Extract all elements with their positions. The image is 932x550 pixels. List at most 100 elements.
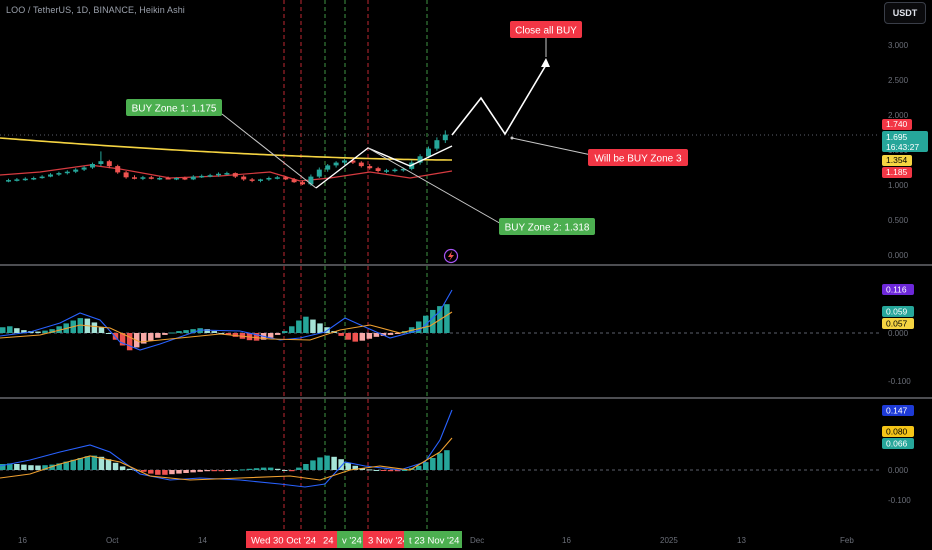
histogram-bar — [282, 470, 288, 471]
histogram-bar — [444, 450, 450, 470]
osc-tick: -0.100 — [888, 496, 911, 505]
histogram-bar — [70, 459, 76, 470]
candle-body — [115, 166, 121, 173]
badge-countdown: 16:43:27 — [886, 142, 919, 152]
candle-body — [417, 156, 423, 163]
histogram-bar — [204, 329, 210, 333]
time-tick: 2025 — [660, 536, 678, 545]
histogram-bar — [260, 467, 267, 470]
histogram-bar — [126, 333, 133, 351]
osc2-badge-1: 0.147 — [886, 406, 908, 416]
osc2-badge-2-bg — [882, 426, 914, 437]
histogram-bar — [56, 326, 62, 333]
histogram-bar — [211, 470, 217, 472]
candle-body — [400, 168, 406, 171]
histogram-bar — [133, 470, 140, 471]
candle-body — [392, 169, 398, 172]
close-all-label: Close all BUY — [515, 26, 577, 37]
histogram-bar — [148, 333, 154, 341]
histogram-bar — [190, 470, 196, 473]
lightning-icon — [443, 248, 459, 264]
time-tick: 16 — [562, 536, 571, 545]
histogram-bar — [437, 453, 443, 470]
histogram-bar — [394, 333, 401, 334]
histogram-bar — [267, 467, 274, 470]
time-marker-label: 3 Nov '24 — [368, 536, 408, 547]
histogram-bar — [296, 320, 302, 333]
time-marker-bg — [363, 531, 405, 548]
currency-button[interactable]: USDT — [884, 2, 926, 24]
candle-body — [148, 177, 154, 179]
histogram-bar — [380, 470, 387, 471]
badge-ma-upper-bg — [882, 119, 912, 130]
osc2-badge-2: 0.080 — [886, 427, 908, 437]
zone2-label-bg — [499, 218, 595, 235]
histogram-bar — [387, 470, 394, 472]
histogram-bar — [387, 333, 394, 335]
candle-body — [81, 167, 87, 170]
histogram-bar — [303, 316, 309, 333]
candle-body — [241, 176, 247, 180]
histogram-bar — [112, 462, 119, 470]
osc-tick: -0.100 — [888, 377, 911, 386]
histogram-bar — [91, 322, 98, 333]
histogram-bar — [282, 331, 288, 333]
osc1-badge-1-bg — [882, 284, 914, 295]
histogram-bar — [0, 327, 6, 333]
vertical-markers — [283, 0, 428, 530]
histogram-bar — [232, 333, 239, 337]
price-tick: 0.500 — [888, 216, 909, 225]
zone1-label: BUY Zone 1: 1.175 — [132, 104, 217, 115]
histogram-bar — [197, 470, 203, 472]
candle-body — [165, 178, 171, 180]
candle-body — [358, 162, 364, 167]
candle-body — [90, 164, 95, 168]
histogram-bar — [232, 470, 239, 471]
candle-body — [39, 176, 45, 179]
candle-body — [48, 174, 53, 177]
time-tick: 13 — [737, 536, 746, 545]
lightning-bolt — [448, 251, 454, 261]
histogram-bar — [7, 463, 13, 470]
histogram-bar — [274, 333, 281, 335]
candle-body — [384, 170, 389, 172]
time-marker-label: Wed 30 Oct '24 — [251, 536, 316, 547]
candle-body — [14, 179, 20, 181]
histogram-bar — [310, 319, 316, 333]
histogram-bar — [296, 467, 302, 470]
histogram-bar — [183, 470, 189, 473]
histogram-bar — [91, 455, 98, 470]
time-tick: 16 — [18, 536, 27, 545]
histogram-bar — [176, 470, 182, 474]
candle-body — [199, 175, 205, 178]
price-tick: 2.500 — [888, 76, 909, 85]
badge-ma-yellow-bg — [882, 155, 912, 166]
histogram-bar — [141, 333, 147, 344]
candle-body — [283, 177, 289, 180]
histogram-bar — [63, 461, 69, 470]
histogram-bar — [373, 333, 380, 337]
histogram-bar — [366, 469, 373, 471]
candle-body — [316, 169, 322, 177]
candle-body — [375, 168, 381, 171]
histogram-bar — [98, 456, 105, 470]
candle-body — [333, 162, 339, 166]
candle-body — [266, 178, 272, 180]
symbol-title: LOO / TetherUS, 1D, BINANCE, Heikin Ashi — [6, 5, 185, 15]
osc-tick: 0.000 — [888, 466, 909, 475]
histogram-bar — [204, 470, 210, 472]
time-tick: Dec — [470, 536, 484, 545]
histogram-bar — [197, 328, 203, 333]
candle-body — [73, 169, 79, 172]
connector-line — [511, 137, 597, 157]
histogram-bar — [331, 456, 337, 470]
candle-body — [426, 148, 431, 157]
candle-body — [157, 178, 163, 180]
histogram-bar — [119, 333, 126, 346]
candle-body — [300, 182, 305, 185]
histogram-bar — [0, 464, 6, 470]
histogram-bar — [338, 333, 344, 336]
histogram-bar — [303, 464, 309, 470]
histogram-bar — [21, 330, 27, 333]
projection-arrowhead — [541, 58, 550, 67]
